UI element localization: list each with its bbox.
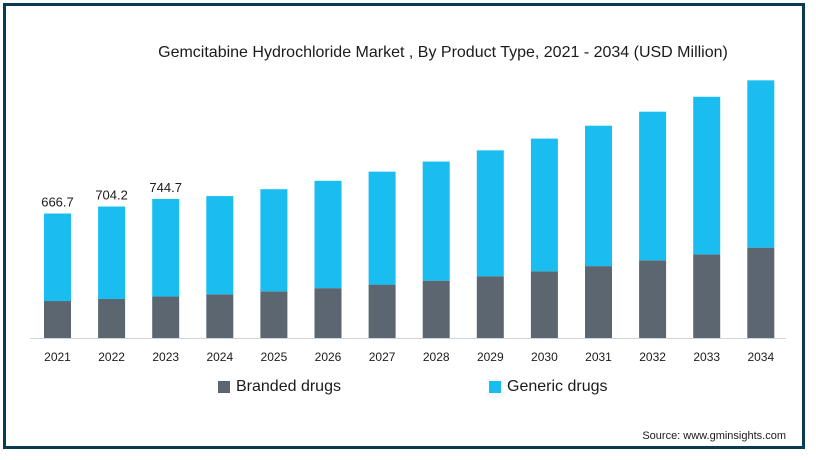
bar-generic-2034 xyxy=(747,80,775,248)
bar-branded-2032 xyxy=(639,260,667,338)
bar-generic-2028 xyxy=(422,161,450,281)
chart-legend: Branded drugs Generic drugs xyxy=(0,378,816,402)
bar-generic-2024 xyxy=(206,196,234,295)
data-label-2022: 704.2 xyxy=(95,188,128,203)
bar-generic-2033 xyxy=(693,96,721,255)
x-tick-label-2034: 2034 xyxy=(747,350,774,364)
x-tick-label-2024: 2024 xyxy=(206,350,233,364)
x-tick-label-2029: 2029 xyxy=(477,350,504,364)
legend-item-generic: Generic drugs xyxy=(489,378,608,396)
bar-branded-2033 xyxy=(693,254,721,338)
bar-branded-2024 xyxy=(206,294,234,338)
x-tick-label-2031: 2031 xyxy=(585,350,612,364)
x-tick-label-2030: 2030 xyxy=(531,350,558,364)
bar-generic-2029 xyxy=(476,150,504,277)
x-tick-label-2025: 2025 xyxy=(261,350,288,364)
source-note: Source: www.gminsights.com xyxy=(642,430,786,442)
x-tick-label-2027: 2027 xyxy=(369,350,396,364)
x-tick-label-2023: 2023 xyxy=(152,350,179,364)
bar-generic-2022 xyxy=(98,206,126,299)
bar-generic-2027 xyxy=(368,171,396,285)
chart-frame xyxy=(3,3,805,449)
bar-generic-2021 xyxy=(44,213,71,302)
x-tick-label-2026: 2026 xyxy=(315,350,342,364)
bar-branded-2028 xyxy=(422,280,450,338)
legend-item-branded: Branded drugs xyxy=(218,378,341,396)
bar-generic-2031 xyxy=(585,125,612,267)
bar-branded-2026 xyxy=(314,288,342,338)
bar-branded-2031 xyxy=(585,266,612,338)
x-tick-label-2028: 2028 xyxy=(423,350,450,364)
bar-generic-2026 xyxy=(314,180,342,289)
x-tick-label-2021: 2021 xyxy=(44,350,71,364)
data-label-2023: 744.7 xyxy=(149,180,182,195)
chart-title: Gemcitabine Hydrochloride Market , By Pr… xyxy=(158,44,728,61)
bar-branded-2029 xyxy=(476,276,504,338)
bar-branded-2030 xyxy=(530,271,558,338)
bar-generic-2025 xyxy=(260,189,288,292)
bar-generic-2030 xyxy=(530,138,558,272)
bar-generic-2032 xyxy=(639,111,667,261)
bar-branded-2025 xyxy=(260,291,288,338)
legend-swatch-generic xyxy=(489,381,501,393)
bar-generic-2023 xyxy=(152,198,180,297)
bar-branded-2023 xyxy=(152,296,180,338)
bar-branded-2027 xyxy=(368,284,396,338)
legend-swatch-branded xyxy=(218,381,230,393)
data-label-2021: 666.7 xyxy=(41,195,74,210)
legend-label-branded: Branded drugs xyxy=(236,378,341,395)
bar-branded-2022 xyxy=(98,298,126,338)
x-tick-label-2033: 2033 xyxy=(693,350,720,364)
bar-branded-2034 xyxy=(747,247,775,338)
x-tick-label-2032: 2032 xyxy=(639,350,666,364)
bar-branded-2021 xyxy=(44,301,71,338)
legend-label-generic: Generic drugs xyxy=(507,378,608,395)
x-tick-label-2022: 2022 xyxy=(98,350,125,364)
